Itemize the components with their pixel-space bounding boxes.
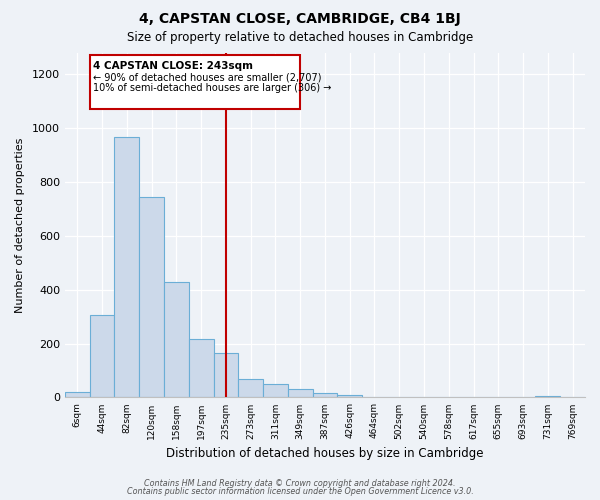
Text: ← 90% of detached houses are smaller (2,707): ← 90% of detached houses are smaller (2,… bbox=[94, 72, 322, 83]
Bar bbox=[337, 396, 362, 398]
Bar bbox=[164, 282, 189, 398]
Text: Contains public sector information licensed under the Open Government Licence v3: Contains public sector information licen… bbox=[127, 486, 473, 496]
Text: 4, CAPSTAN CLOSE, CAMBRIDGE, CB4 1BJ: 4, CAPSTAN CLOSE, CAMBRIDGE, CB4 1BJ bbox=[139, 12, 461, 26]
Y-axis label: Number of detached properties: Number of detached properties bbox=[15, 138, 25, 312]
Text: 4 CAPSTAN CLOSE: 243sqm: 4 CAPSTAN CLOSE: 243sqm bbox=[94, 61, 253, 71]
Bar bbox=[238, 378, 263, 398]
Bar bbox=[139, 196, 164, 398]
Bar bbox=[313, 392, 337, 398]
Bar bbox=[535, 396, 560, 398]
X-axis label: Distribution of detached houses by size in Cambridge: Distribution of detached houses by size … bbox=[166, 447, 484, 460]
Text: Size of property relative to detached houses in Cambridge: Size of property relative to detached ho… bbox=[127, 31, 473, 44]
Bar bbox=[288, 388, 313, 398]
Bar bbox=[115, 138, 139, 398]
Bar bbox=[214, 353, 238, 398]
Bar bbox=[362, 396, 387, 398]
Text: 10% of semi-detached houses are larger (306) →: 10% of semi-detached houses are larger (… bbox=[94, 84, 332, 94]
Bar bbox=[65, 392, 89, 398]
Bar bbox=[263, 384, 288, 398]
Bar bbox=[89, 315, 115, 398]
Bar bbox=[189, 340, 214, 398]
Text: Contains HM Land Registry data © Crown copyright and database right 2024.: Contains HM Land Registry data © Crown c… bbox=[144, 479, 456, 488]
FancyBboxPatch shape bbox=[89, 55, 300, 109]
